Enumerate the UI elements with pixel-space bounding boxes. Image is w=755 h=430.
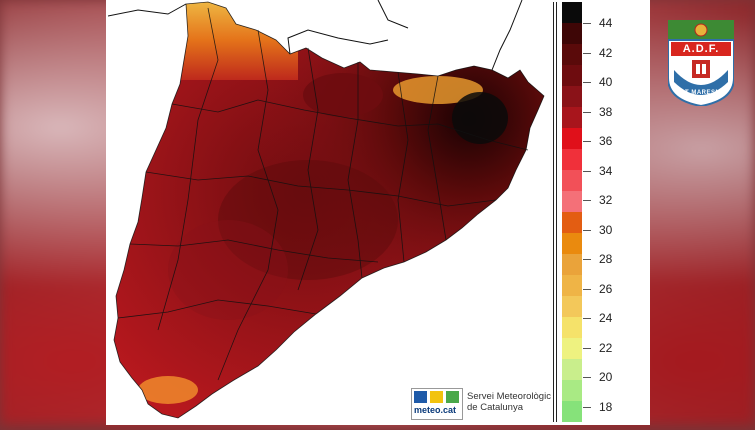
- legend-swatch: [562, 128, 582, 149]
- shield-icon: [667, 20, 735, 108]
- temperature-map: [107, 0, 548, 425]
- adf-badge: A.D.F. ALT MARESME: [667, 20, 735, 108]
- legend-swatch: [562, 65, 582, 86]
- legend-tick-mark: [583, 141, 591, 142]
- logo-square-blue: [414, 391, 427, 403]
- legend-swatch: [562, 317, 582, 338]
- legend-swatch: [562, 2, 582, 23]
- credit-text: Servei Meteorològic de Catalunya: [467, 391, 551, 413]
- legend-tick-label: 18: [599, 399, 613, 414]
- legend-swatch: [562, 44, 582, 65]
- legend-tick-mark: [583, 111, 591, 113]
- legend-swatch: [562, 380, 582, 401]
- legend-tick-mark: [583, 229, 591, 231]
- credit-line-2: de Catalunya: [467, 402, 523, 413]
- legend-tick-mark: [583, 170, 591, 172]
- logo-text: meteo.cat: [414, 405, 457, 415]
- legend-swatch: [562, 191, 582, 212]
- credit-line-1: Servei Meteorològic: [467, 391, 551, 402]
- legend-tick-mark: [583, 377, 591, 378]
- legend-border: [556, 2, 557, 422]
- legend-swatch: [562, 170, 582, 191]
- legend-tick-mark: [583, 23, 591, 24]
- legend-tick-label: 44: [599, 16, 613, 30]
- badge-title: A.D.F.: [682, 43, 720, 55]
- legend-tick-mark: [583, 200, 591, 201]
- legend-swatch: [562, 401, 582, 422]
- legend-tick-mark: [583, 347, 591, 349]
- legend-swatch: [562, 338, 582, 359]
- credit-block: meteo.cat Servei Meteorològic de Catalun…: [411, 388, 571, 420]
- legend-swatch: [562, 212, 582, 233]
- legend-swatch: [562, 23, 582, 44]
- legend-tick-mark: [583, 52, 591, 54]
- badge-subtitle: ALT MARESME: [676, 90, 726, 96]
- logo-square-yellow: [430, 391, 443, 403]
- legend-tick-label: 30: [599, 222, 613, 237]
- legend-swatch: [562, 107, 582, 128]
- legend-tick-mark: [583, 259, 591, 260]
- legend-tick-label: 28: [599, 252, 613, 266]
- catalonia-map-svg: [107, 0, 545, 419]
- legend-tick-label: 34: [599, 163, 613, 178]
- outer-borders: [107, 0, 523, 71]
- legend-swatch: [562, 275, 582, 296]
- legend-swatch: [562, 296, 582, 317]
- logo-square-green: [446, 391, 459, 403]
- map-panel: 44 42 40 38 36 34 32 30 28 26 24 22 20 18 meteo.cat S…: [106, 0, 650, 425]
- legend-tick-label: 36: [599, 134, 613, 148]
- legend-swatch: [562, 86, 582, 107]
- legend-tick-label: 20: [599, 370, 613, 384]
- legend-swatch: [562, 254, 582, 275]
- legend-swatch: [562, 359, 582, 380]
- legend-tick-mark: [583, 318, 591, 319]
- legend-swatch: [562, 149, 582, 170]
- legend-tick-label: 24: [599, 311, 613, 325]
- legend-tick-label: 32: [599, 193, 613, 207]
- legend-tick-label: 22: [599, 340, 613, 355]
- temperature-fill: [114, 2, 544, 418]
- legend-tick-mark: [583, 288, 591, 290]
- legend-tick-label: 42: [599, 45, 613, 60]
- legend-tick-label: 26: [599, 281, 613, 296]
- legend-swatch: [562, 233, 582, 254]
- legend-tick-label: 40: [599, 75, 613, 89]
- legend-border: [553, 2, 554, 422]
- legend-tick-label: 38: [599, 104, 613, 119]
- temperature-legend: 44 42 40 38 36 34 32 30 28 26 24 22 20 18: [553, 2, 643, 422]
- legend-tick-mark: [583, 82, 591, 83]
- legend-tick-mark: [583, 406, 591, 408]
- meteocat-logo: meteo.cat: [411, 388, 463, 420]
- county-borders: [113, 1, 545, 419]
